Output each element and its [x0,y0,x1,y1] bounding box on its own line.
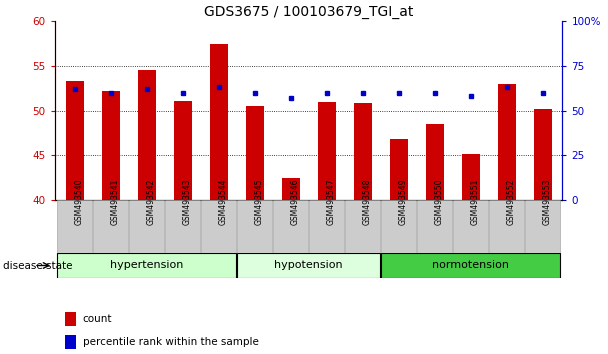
Bar [282,178,300,200]
Text: GSM493551: GSM493551 [471,178,480,225]
Text: GSM493548: GSM493548 [362,178,371,225]
Bar [102,91,120,200]
Text: hypertension: hypertension [110,261,183,270]
Text: GSM493543: GSM493543 [182,178,192,225]
Bar [273,200,308,253]
Bar [345,200,380,253]
Bar [489,200,524,253]
Text: GSM493540: GSM493540 [75,178,83,225]
Bar [381,200,416,253]
Text: GSM493544: GSM493544 [218,178,227,225]
Title: GDS3675 / 100103679_TGI_at: GDS3675 / 100103679_TGI_at [204,5,413,19]
Bar [454,200,488,253]
Bar [426,124,444,200]
Bar [201,200,236,253]
Bar [417,200,452,253]
Bar [65,312,76,326]
Text: GSM493550: GSM493550 [435,178,444,225]
Bar [354,103,371,200]
Text: disease state: disease state [3,261,72,271]
Text: GSM493547: GSM493547 [326,178,336,225]
Text: count: count [83,314,112,324]
Text: hypotension: hypotension [274,261,343,270]
Bar [381,253,560,278]
Text: GSM493552: GSM493552 [506,178,516,225]
Bar [137,70,156,200]
Bar [66,81,83,200]
Bar [461,154,480,200]
Bar [93,200,128,253]
Bar [173,101,192,200]
Bar [57,253,236,278]
Bar [534,109,551,200]
Bar [165,200,200,253]
Bar [210,44,227,200]
Bar [246,106,263,200]
Text: normotension: normotension [432,261,509,270]
Text: GSM493549: GSM493549 [399,178,407,225]
Bar [309,200,344,253]
Text: GSM493541: GSM493541 [111,178,120,225]
Bar [57,200,92,253]
Text: GSM493553: GSM493553 [542,178,551,225]
Text: GSM493542: GSM493542 [147,178,156,225]
Bar [130,200,164,253]
Text: GSM493546: GSM493546 [291,178,300,225]
Bar [65,335,76,349]
Bar [497,84,516,200]
Bar [390,139,407,200]
Text: GSM493545: GSM493545 [255,178,263,225]
Bar [317,102,336,200]
Bar [525,200,560,253]
Bar [237,253,380,278]
Bar [237,200,272,253]
Text: percentile rank within the sample: percentile rank within the sample [83,337,258,347]
